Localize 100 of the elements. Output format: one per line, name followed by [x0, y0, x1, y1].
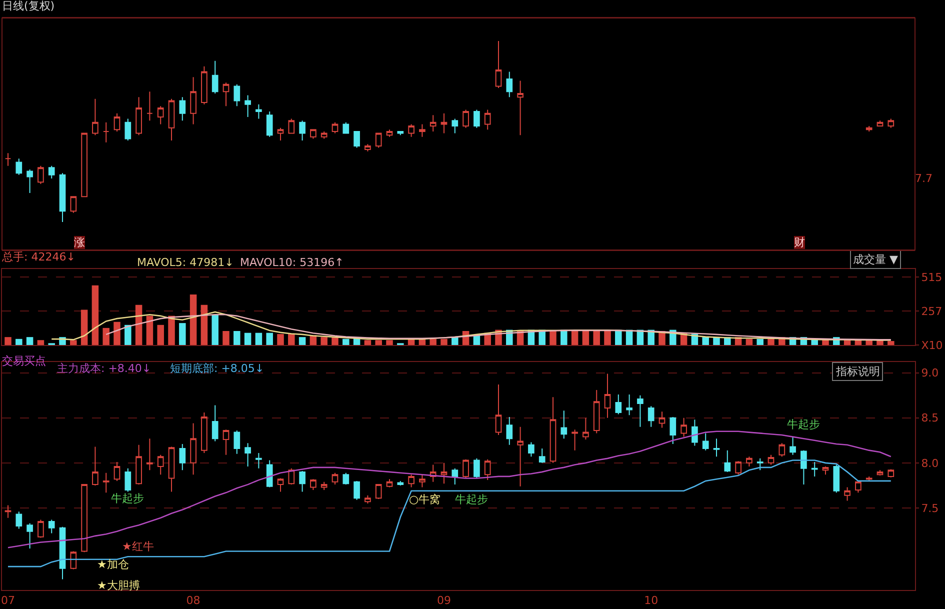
bar [452, 337, 458, 345]
candlestick [408, 474, 414, 488]
candlestick [397, 130, 404, 136]
candlestick [266, 111, 273, 138]
candlestick [114, 112, 120, 132]
candlestick [70, 196, 77, 214]
bar [92, 285, 99, 345]
candlestick [474, 109, 480, 128]
bar [277, 334, 284, 345]
x-tick-label: 08 [186, 594, 200, 608]
line-series [50, 311, 892, 341]
text: 成交量 ▼ [853, 253, 898, 266]
candlestick [790, 436, 796, 456]
bar [157, 324, 164, 345]
bar [190, 294, 197, 345]
candlestick [419, 124, 426, 138]
candlestick [648, 406, 654, 428]
candlestick [462, 458, 469, 479]
bar [26, 337, 34, 345]
candlestick [288, 468, 295, 486]
bar [604, 330, 611, 345]
candlestick [658, 411, 666, 428]
bar [4, 337, 12, 345]
candlestick [38, 519, 44, 538]
candlestick [81, 132, 88, 198]
bar [386, 340, 393, 345]
candlestick [408, 124, 414, 138]
candlestick [201, 66, 208, 105]
candlestick [179, 96, 186, 122]
candlestick [746, 456, 752, 468]
candlestick [528, 442, 534, 458]
bar [582, 330, 590, 345]
candlestick [168, 446, 175, 492]
candlestick [26, 522, 33, 550]
candlestick [256, 452, 262, 469]
candlestick [157, 454, 164, 476]
candlestick [4, 504, 12, 518]
bar [200, 304, 208, 345]
candlestick [277, 478, 284, 492]
annotation: ○牛窝 [409, 493, 441, 506]
annotation: 短期底部: +8.05↓ [170, 362, 264, 375]
bar [571, 330, 578, 345]
candlestick [48, 165, 55, 180]
bar [168, 316, 175, 345]
candlestick [626, 394, 632, 416]
candlestick [234, 84, 240, 107]
candlestick [136, 444, 142, 486]
candlestick [550, 396, 556, 464]
text: 财 [794, 236, 805, 249]
annotation: 主力成本: +8.40↓ [57, 362, 152, 375]
line-series [7, 460, 892, 568]
candlestick [244, 94, 251, 118]
bar [80, 310, 88, 345]
bar [702, 337, 709, 345]
bar [888, 341, 894, 345]
bar [320, 337, 328, 345]
candlestick [604, 373, 611, 418]
candlestick [364, 494, 371, 504]
candlestick [495, 384, 502, 436]
chart-title: 交易买点 [2, 354, 46, 368]
x-tick-label: 07 [1, 594, 15, 608]
candlestick [212, 404, 218, 442]
y-tick-label: 8.0 [921, 456, 939, 470]
bar [255, 332, 262, 345]
candlestick [146, 438, 153, 471]
candlestick [168, 98, 175, 142]
candlestick [4, 152, 12, 166]
candlestick [756, 458, 764, 471]
candlestick [38, 165, 44, 184]
candlestick [800, 450, 807, 486]
candlestick [266, 460, 273, 488]
candlestick [179, 444, 186, 471]
candlestick [702, 432, 709, 451]
bar [342, 338, 350, 345]
y-tick-label: 515 [921, 270, 942, 284]
bar [146, 316, 154, 345]
candlestick [332, 122, 338, 134]
bar [440, 338, 448, 345]
candlestick [354, 130, 360, 148]
candlestick [888, 118, 894, 128]
candlestick [244, 442, 251, 468]
bar [866, 340, 872, 345]
candlestick [299, 120, 306, 142]
candlestick [92, 98, 98, 136]
candlestick [713, 438, 720, 458]
candlestick [26, 168, 33, 194]
candlestick [692, 419, 698, 446]
candlestick [310, 129, 316, 140]
candlestick [320, 130, 328, 140]
candlestick [310, 478, 316, 490]
candlestick [375, 132, 382, 148]
candlestick [102, 122, 110, 143]
candlestick [354, 480, 360, 500]
candlestick [888, 468, 894, 478]
candlestick [735, 460, 742, 476]
y-tick-label: X10 [921, 338, 943, 352]
candlestick [59, 172, 66, 222]
annotation: MAVOL5: 47981↓ [137, 256, 234, 269]
candlestick [114, 462, 120, 482]
bar [124, 324, 132, 345]
